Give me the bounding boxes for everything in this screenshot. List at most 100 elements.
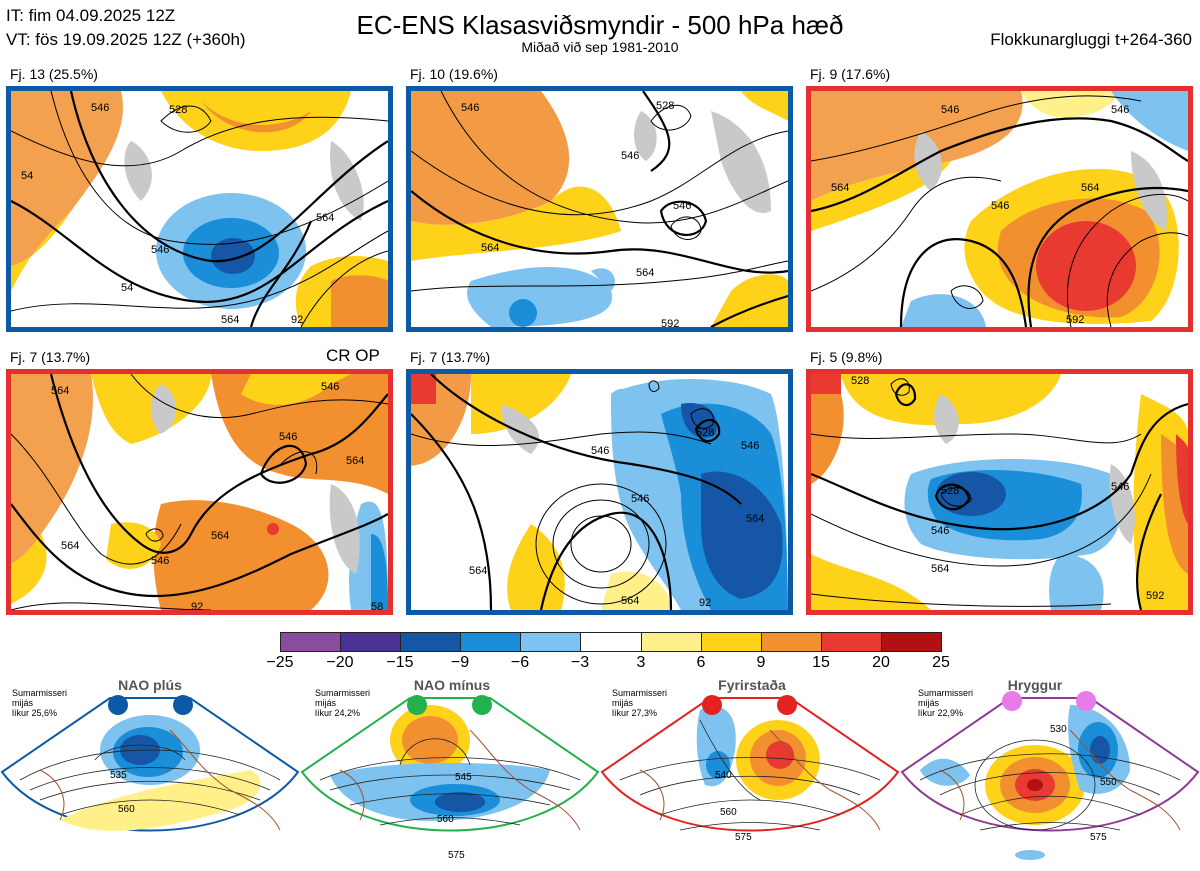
p2-contour-7: 592 (661, 318, 679, 327)
colorbar-swatch (761, 633, 822, 651)
regime-1-contour: 560 (118, 804, 135, 815)
p1-contour-2: 528 (169, 104, 187, 116)
panel-3-label: Fj. 9 (17.6%) (810, 66, 891, 82)
colorbar-tick: 6 (696, 654, 706, 671)
p1-contour-4: 546 (151, 244, 169, 256)
colorbar-tick: −20 (326, 654, 354, 671)
regime-2-contour: 560 (437, 814, 454, 825)
page-title: EC-ENS Klasasviðsmyndir - 500 hPa hæð (356, 10, 844, 40)
colorbar-tick: −3 (570, 654, 590, 671)
panel-1-label: Fj. 13 (25.5%) (10, 66, 98, 82)
colorbar-swatch (281, 633, 342, 651)
panel-5-label: Fj. 7 (13.7%) (410, 349, 491, 365)
colorbar-swatch (401, 633, 462, 651)
p6-contour-1: 528 (851, 375, 869, 387)
p1-contour-7: 92 (291, 314, 303, 326)
regime-4-contour: 575 (1090, 832, 1107, 843)
anomaly-colorbar (280, 632, 942, 652)
regime-1-name: NAO plús (118, 677, 182, 693)
classification-window: Flokkunargluggi t+264-360 (990, 30, 1192, 49)
cluster-map-1: 546 528 564 546 564 54 92 54 (6, 86, 393, 332)
initial-time: IT: fim 04.09.2025 12Z (6, 6, 176, 25)
regime-3-dot (777, 695, 797, 715)
p1-contour-1: 546 (91, 102, 109, 114)
p2-contour-6: 528 (656, 100, 674, 112)
cluster-map-1-graphic: 546 528 564 546 564 54 92 54 (11, 91, 388, 327)
page-subtitle: Miðað við sep 1981-2010 (521, 39, 679, 55)
p1-contour-8: 54 (121, 282, 133, 294)
regime-3-contour: 560 (720, 807, 737, 818)
regime-3-contour: 540 (715, 770, 732, 781)
cluster-map-5: 546 528 546 546 564 564 564 92 (406, 369, 793, 615)
cluster-map-3-graphic: 546 564 546 564 546 592 (811, 91, 1188, 327)
p5-contour-5: 564 (746, 513, 764, 525)
p6-contour-2: 528 (941, 485, 959, 497)
p6-contour-5: 564 (931, 563, 949, 575)
colorbar-tick: −6 (510, 654, 530, 671)
p2-contour-1: 546 (461, 102, 479, 114)
header-info: IT: fim 04.09.2025 12Z VT: fös 19.09.202… (6, 4, 246, 52)
cluster-map-5-graphic: 546 528 546 546 564 564 564 92 (411, 374, 788, 610)
regime-2-name: NAO mínus (413, 677, 491, 693)
cluster-map-4-graphic: 564 546 546 564 546 564 564 92 58 (11, 374, 388, 610)
p5-contour-6: 564 (469, 565, 487, 577)
colorbar-tick: 9 (756, 654, 766, 671)
p3-contour-6: 592 (1066, 314, 1084, 326)
regime-4-name: Hryggur (1007, 677, 1063, 693)
p4-contour-7: 564 (61, 540, 79, 552)
regime-2-note: Sumarmisseri mijás líkur 24,2% (315, 688, 371, 718)
colorbar-swatch (641, 633, 702, 651)
colorbar-swatch (341, 633, 402, 651)
p3-contour-3: 546 (991, 200, 1009, 212)
regime-3-contour: 575 (735, 832, 752, 843)
regime-2-map: 545 560 575 (300, 697, 600, 861)
colorbar-swatch (581, 633, 642, 651)
regime-1-dot (108, 695, 128, 715)
p5-contour-3: 546 (631, 493, 649, 505)
regime-4-dot (1076, 691, 1096, 711)
p3-contour-1: 546 (941, 104, 959, 116)
colorbar-swatch (521, 633, 582, 651)
p2-contour-3: 546 (673, 200, 691, 212)
regime-2-dot (407, 695, 427, 715)
cluster-map-2: 546 546 546 564 564 528 592 (406, 86, 793, 332)
p2-contour-4: 564 (481, 242, 499, 254)
colorbar-swatch (701, 633, 762, 651)
p4-contour-4: 564 (211, 530, 229, 542)
regime-4-map: 530 550 575 (900, 697, 1200, 860)
p4-contour-8: 92 (191, 601, 203, 610)
colorbar-swatch (881, 633, 942, 651)
valid-time: VT: fös 19.09.2025 12Z (+360h) (6, 30, 246, 49)
p3-contour-2: 564 (831, 182, 849, 194)
p4-contour-6: 564 (346, 455, 364, 467)
regime-2-dot (472, 695, 492, 715)
p5-contour-8: 92 (699, 597, 711, 609)
colorbar-swatch (821, 633, 882, 651)
p6-contour-6: 592 (1146, 590, 1164, 602)
regime-3-name: Fyrirstaða (718, 677, 786, 693)
colorbar-tick: 25 (932, 654, 950, 671)
regime-3-note: Sumarmisseri mijás líkur 27,3% (612, 688, 668, 718)
p1-contour-3: 564 (221, 314, 239, 326)
regime-1-contour: 535 (110, 770, 127, 781)
colorbar-tick: −9 (450, 654, 470, 671)
p4-contour-2: 546 (279, 431, 297, 443)
p4-contour-5: 546 (321, 381, 339, 393)
p4-contour-1: 564 (51, 385, 69, 397)
regime-4-note: Sumarmisseri mijás líkur 22,9% (918, 688, 974, 718)
p5-contour-1: 546 (591, 445, 609, 457)
colorbar-tick: 20 (872, 654, 890, 671)
panel-6-label: Fj. 5 (9.8%) (810, 349, 883, 365)
cluster-map-3: 546 564 546 564 546 592 (806, 86, 1193, 332)
regime-4-contour: 550 (1100, 777, 1117, 788)
regime-2-contour: 545 (455, 772, 472, 783)
p1-contour-5: 564 (316, 212, 334, 224)
regime-1-note: Sumarmisseri mijás líkur 25,6% (12, 688, 68, 718)
colorbar-tick: 15 (812, 654, 830, 671)
regime-3-map: 540 560 575 (600, 697, 900, 843)
p6-contour-4: 546 (1111, 481, 1129, 493)
colorbar-tick: −25 (266, 654, 294, 671)
cluster-map-6-graphic: 528 528 546 546 564 592 (811, 374, 1188, 610)
colorbar-swatch (461, 633, 522, 651)
p5-contour-7: 564 (621, 595, 639, 607)
